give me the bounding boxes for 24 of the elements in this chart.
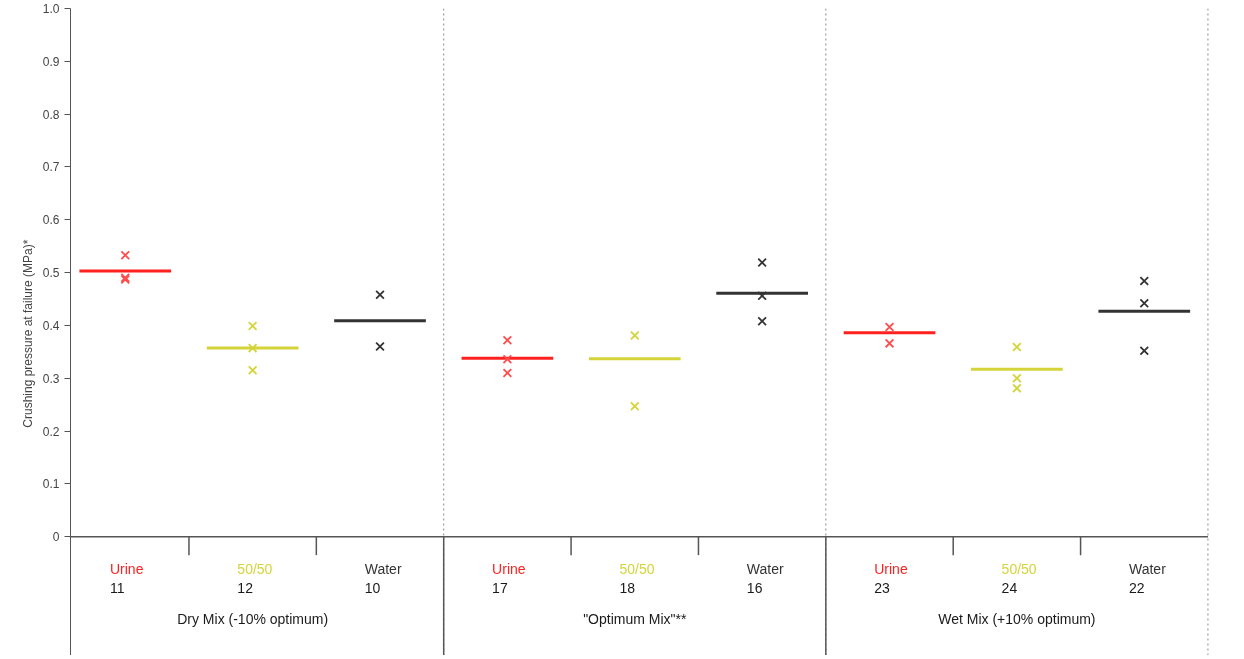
y-tick-label: 0.8 (42, 107, 60, 122)
x-tick-label: Urine 23 (874, 561, 908, 596)
x-tick-label: 50/50 18 (619, 561, 655, 596)
y-tick-label: 0.3 (42, 371, 60, 386)
text: "Optimum Mix"** (583, 610, 687, 627)
y-tick-label: 0 (52, 530, 60, 545)
x-tick-label: Water 16 (746, 561, 785, 596)
text: Wet Mix (+10% optimum) (938, 610, 1096, 627)
y-tick-label: 1.0 (42, 2, 60, 16)
y-tick-label: 0.9 (42, 54, 60, 69)
x-tick-label: 50/50 12 (237, 561, 273, 596)
x-tick-label: Water 10 (364, 561, 402, 596)
x-tick-label: Water 22 (1128, 561, 1167, 596)
y-tick-label: 0.1 (42, 477, 60, 492)
text: Dry Mix (-10% optimum) (177, 610, 329, 627)
y-tick-label: 0.4 (42, 318, 60, 333)
y-tick-label: 0.6 (42, 213, 60, 228)
x-tick-label: Urine 17 (492, 561, 526, 596)
x-tick-label: 50/50 24 (1001, 561, 1037, 596)
y-tick-label: 0.7 (42, 160, 60, 175)
y-tick-label: 0.5 (42, 266, 60, 281)
y-axis-title: Crushing pressure at failure (MPa)* (20, 239, 35, 428)
y-tick-label: 0.2 (42, 424, 60, 439)
x-tick-label: Urine 11 (109, 561, 144, 596)
